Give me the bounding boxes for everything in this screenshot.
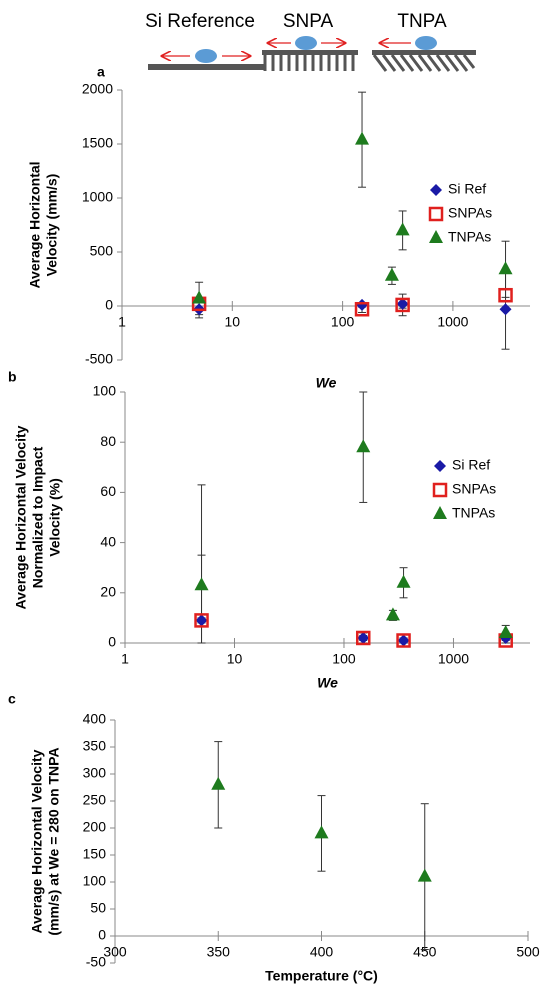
x-tick-label: 100 xyxy=(331,314,355,330)
x-tick-label: 1000 xyxy=(437,314,468,330)
y-tick-label: 60 xyxy=(100,483,116,499)
tnpa-schematic xyxy=(372,36,476,72)
legend-label: SNPAs xyxy=(452,481,496,497)
marker-square xyxy=(356,630,371,646)
marker-square xyxy=(498,287,513,303)
x-tick-label: 10 xyxy=(225,314,241,330)
legend-marker xyxy=(428,206,444,222)
header-label: SNPA xyxy=(283,11,334,32)
x-tick-label: 1000 xyxy=(438,651,469,667)
marker-triangle xyxy=(355,131,370,145)
x-tick-label: 300 xyxy=(103,944,127,960)
panel-letter: b xyxy=(8,369,17,385)
y-tick-label: 1500 xyxy=(82,135,113,151)
legend-label: TNPAs xyxy=(448,229,491,245)
y-axis-label: Average Horizontal Velocity xyxy=(13,425,29,609)
x-tick-label: 1 xyxy=(118,314,126,330)
marker-triangle xyxy=(498,624,513,638)
y-tick-label: -500 xyxy=(85,351,113,367)
y-axis-label: Normalized to Impact xyxy=(30,446,46,588)
x-tick-label: 450 xyxy=(413,944,437,960)
header-label: TNPA xyxy=(397,11,447,32)
marker-triangle xyxy=(395,222,410,236)
marker-diamond xyxy=(195,614,208,627)
legend-label: Si Ref xyxy=(452,457,490,473)
marker-diamond xyxy=(396,297,409,310)
marker-triangle xyxy=(314,825,329,839)
y-tick-label: 100 xyxy=(83,873,107,889)
si-reference-schematic xyxy=(148,49,264,70)
legend-marker xyxy=(430,184,442,196)
legend-label: TNPAs xyxy=(452,505,495,521)
x-tick-label: 500 xyxy=(516,944,540,960)
y-axis-label: Average Horizontal Velocity xyxy=(29,749,45,933)
marker-square xyxy=(395,297,410,313)
x-tick-label: 10 xyxy=(227,651,243,667)
y-axis-label: (mm/s) at We = 280 on TNPA xyxy=(46,747,62,935)
y-tick-label: 2000 xyxy=(82,81,113,97)
legend-label: Si Ref xyxy=(448,181,486,197)
marker-triangle xyxy=(385,607,400,621)
y-tick-label: 500 xyxy=(90,243,114,259)
x-tick-label: 400 xyxy=(310,944,334,960)
legend-marker xyxy=(434,460,446,472)
y-tick-label: 80 xyxy=(100,433,116,449)
y-axis-label: Average Horizontal xyxy=(27,161,43,288)
x-tick-label: 350 xyxy=(207,944,231,960)
legend-marker xyxy=(433,506,447,519)
y-tick-label: 200 xyxy=(83,819,107,835)
y-tick-label: 0 xyxy=(105,297,113,313)
y-tick-label: 100 xyxy=(93,383,117,399)
y-tick-label: 40 xyxy=(100,533,116,549)
marker-triangle xyxy=(384,267,399,281)
marker-triangle xyxy=(211,776,226,790)
marker-diamond xyxy=(499,303,512,316)
marker-triangle xyxy=(417,868,432,882)
y-tick-label: 50 xyxy=(90,900,106,916)
x-axis-label: We xyxy=(316,375,337,391)
marker-square xyxy=(194,613,209,628)
marker-triangle xyxy=(192,290,207,304)
y-tick-label: 150 xyxy=(83,846,107,862)
y-tick-label: 350 xyxy=(83,738,107,754)
y-tick-label: 0 xyxy=(108,634,116,650)
x-axis-label: Temperature (°C) xyxy=(265,968,378,984)
y-tick-label: 400 xyxy=(83,711,107,727)
marker-square xyxy=(354,301,370,317)
marker-triangle xyxy=(356,439,371,453)
panel-letter: c xyxy=(8,691,16,707)
header-label: Si Reference xyxy=(145,11,255,32)
y-tick-label: 0 xyxy=(98,927,106,943)
panel-letter: a xyxy=(97,64,105,80)
y-tick-label: 250 xyxy=(83,792,107,808)
y-tick-label: 1000 xyxy=(82,189,113,205)
legend-marker xyxy=(429,230,443,243)
x-axis-label: We xyxy=(317,675,338,691)
y-tick-label: 300 xyxy=(83,765,107,781)
marker-triangle xyxy=(396,574,411,588)
marker-triangle xyxy=(194,577,209,591)
marker-square xyxy=(396,633,411,648)
snpa-schematic xyxy=(262,36,358,71)
marker-triangle xyxy=(498,261,513,275)
legend-marker xyxy=(432,482,448,498)
y-tick-label: 20 xyxy=(100,584,116,600)
marker-diamond xyxy=(397,634,410,647)
legend-label: SNPAs xyxy=(448,205,492,221)
header: Si Reference SNPA TNPA xyxy=(145,11,476,72)
x-tick-label: 1 xyxy=(121,651,129,667)
y-tick-label: -50 xyxy=(86,954,106,970)
y-axis-label: Velocity (%) xyxy=(47,478,63,557)
x-tick-label: 100 xyxy=(332,651,356,667)
marker-diamond xyxy=(356,298,369,311)
y-axis-label: Velocity (mm/s) xyxy=(44,174,60,277)
marker-diamond xyxy=(357,631,370,644)
